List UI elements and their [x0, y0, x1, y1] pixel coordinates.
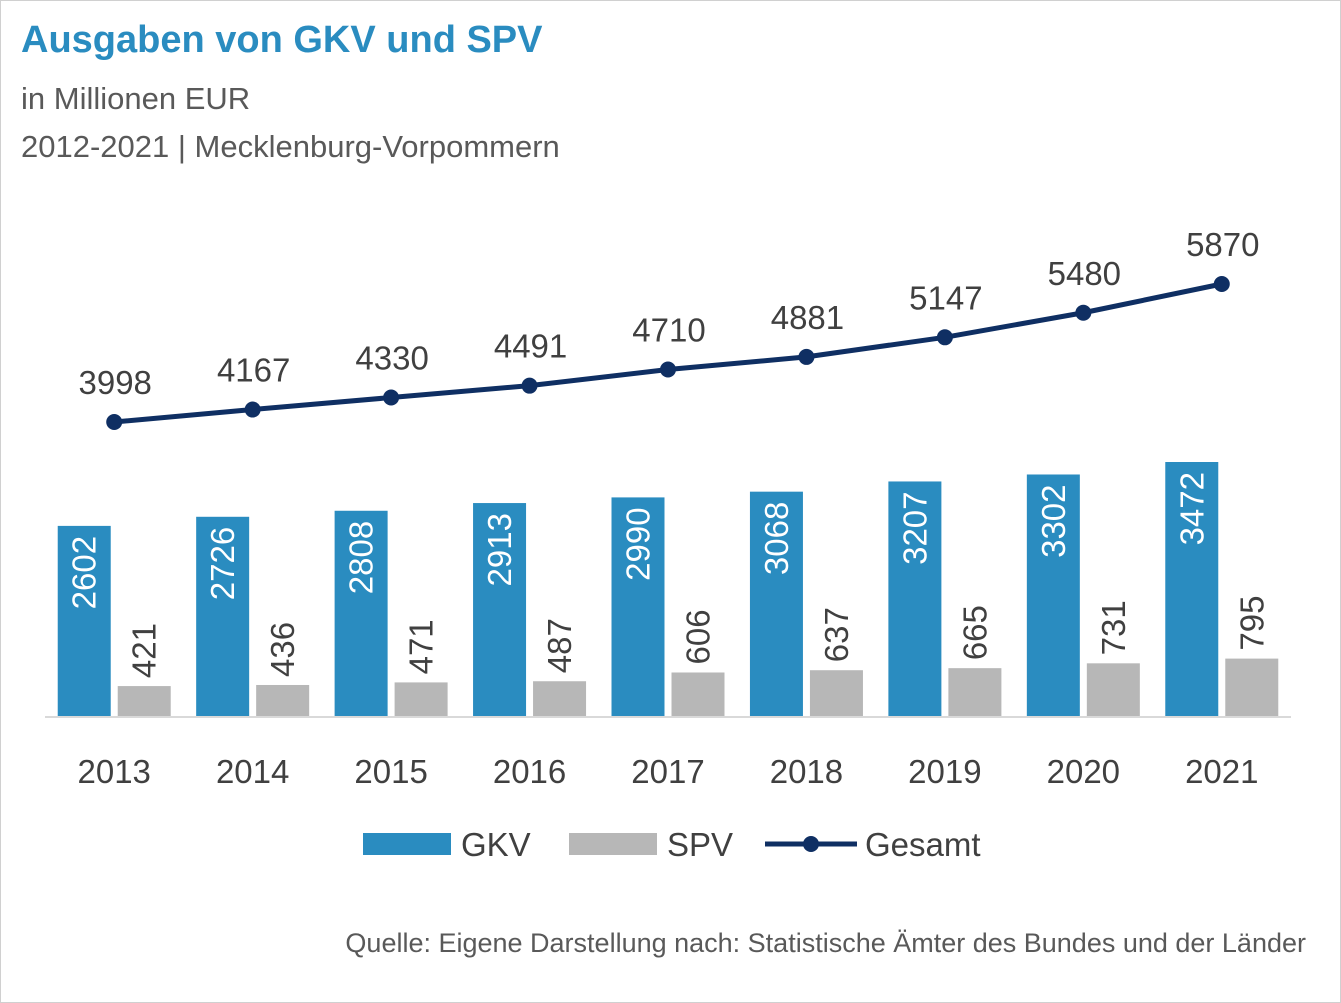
legend-spv-label: SPV — [667, 826, 733, 863]
spv-bar — [533, 681, 587, 717]
chart-subtitle-scope: 2012-2021 | Mecklenburg-Vorpommern — [21, 129, 560, 164]
spv-data-label: 471 — [403, 619, 440, 674]
spv-data-label: 731 — [1095, 600, 1132, 655]
x-tick-label: 2017 — [631, 753, 704, 790]
gkv-data-label: 3207 — [896, 491, 933, 564]
gkv-bar — [57, 525, 111, 717]
spv-bar — [948, 668, 1002, 717]
spv-bar — [117, 686, 171, 717]
x-tick-label: 2014 — [216, 753, 289, 790]
gesamt-point — [660, 361, 676, 378]
spv-data-label: 795 — [1233, 596, 1270, 651]
spv-bar — [671, 672, 725, 717]
gesamt-data-label: 5870 — [1186, 226, 1259, 263]
gkv-bar — [473, 503, 527, 717]
gesamt-data-label: 4881 — [771, 299, 844, 336]
gkv-data-label: 2726 — [204, 527, 241, 600]
gkv-data-label: 3068 — [758, 502, 795, 575]
legend-gesamt-label: Gesamt — [865, 826, 981, 863]
gkv-bar — [1026, 474, 1080, 717]
gkv-data-label: 3302 — [1035, 484, 1072, 557]
gkv-data-label: 2990 — [620, 507, 657, 580]
gesamt-data-label: 5480 — [1048, 255, 1121, 292]
gkv-bar — [749, 491, 803, 717]
gkv-data-label: 3472 — [1173, 472, 1210, 545]
x-tick-label: 2015 — [354, 753, 427, 790]
spv-bar — [1225, 658, 1279, 717]
gesamt-point — [936, 329, 953, 346]
x-tick-label: 2018 — [770, 753, 843, 790]
gesamt-data-label: 4710 — [632, 312, 705, 349]
gesamt-point — [1213, 276, 1230, 292]
spv-bar — [256, 684, 310, 717]
x-tick-label: 2021 — [1185, 753, 1258, 790]
source-note: Quelle: Eigene Darstellung nach: Statist… — [345, 928, 1306, 958]
gesamt-data-label: 4330 — [355, 340, 428, 377]
spv-bar — [809, 670, 863, 717]
gkv-bar — [611, 497, 665, 717]
legend-gkv-label: GKV — [461, 826, 531, 863]
gesamt-point — [383, 389, 400, 406]
gkv-bar — [1165, 462, 1219, 717]
gkv-data-label: 2913 — [481, 513, 518, 586]
gesamt-point — [521, 377, 538, 394]
spv-data-label: 436 — [264, 622, 301, 677]
spv-data-label: 606 — [680, 609, 717, 664]
gesamt-data-label: 3998 — [79, 364, 152, 401]
gkv-data-label: 2602 — [66, 536, 103, 609]
spv-data-label: 637 — [818, 607, 855, 662]
x-tick-label: 2016 — [493, 753, 566, 790]
legend-gkv-swatch — [363, 833, 451, 855]
gkv-bar — [334, 510, 388, 717]
spv-data-label: 665 — [956, 605, 993, 660]
spv-bar — [394, 682, 448, 717]
spv-bar — [1086, 663, 1140, 717]
x-tick-label: 2020 — [1047, 753, 1120, 790]
gesamt-point — [244, 401, 261, 418]
x-tick-label: 2013 — [78, 753, 151, 790]
gesamt-data-label: 4491 — [494, 328, 567, 365]
spv-data-label: 487 — [541, 618, 578, 673]
gesamt-point — [106, 414, 123, 430]
legend-gesamt-marker — [803, 836, 819, 852]
chart-title: Ausgaben von GKV und SPV — [21, 19, 543, 61]
gesamt-point — [798, 348, 815, 365]
gkv-bar — [888, 481, 942, 717]
chart-subtitle-unit: in Millionen EUR — [21, 81, 251, 116]
gkv-data-label: 2808 — [343, 521, 380, 594]
gesamt-point — [1075, 304, 1092, 321]
gkv-bar — [196, 516, 250, 717]
x-tick-label: 2019 — [908, 753, 981, 790]
gesamt-data-label: 5147 — [909, 279, 982, 316]
spv-data-label: 421 — [126, 623, 163, 678]
legend-spv-swatch — [569, 833, 657, 855]
gesamt-data-label: 4167 — [217, 352, 290, 389]
